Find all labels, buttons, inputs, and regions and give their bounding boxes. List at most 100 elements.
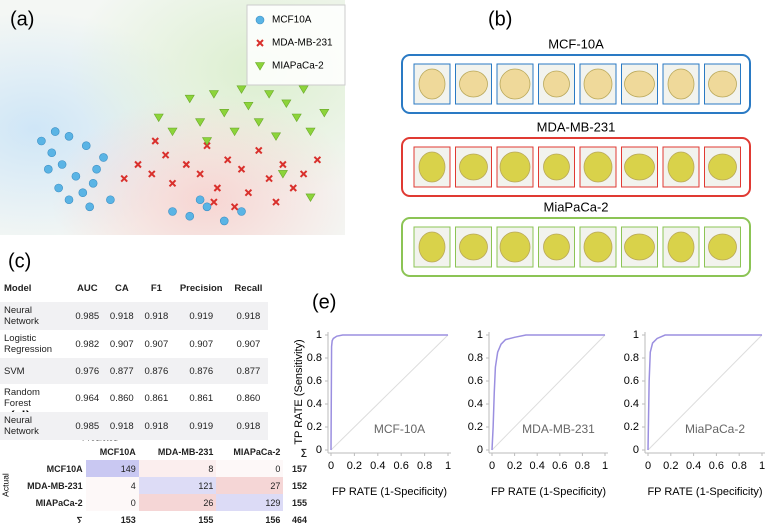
table-cell: 0.985 <box>75 310 100 322</box>
cell <box>624 70 655 98</box>
x-tick-label: 0.4 <box>370 460 385 472</box>
column-header: MCF10A <box>99 446 136 457</box>
table-row: Neural Network 0.985 0.918 0.918 0.919 0.918 <box>0 412 268 440</box>
matrix-cell: 157 <box>291 463 307 474</box>
point <box>210 198 218 206</box>
point <box>88 179 98 188</box>
matrix-cell: 121 <box>138 477 217 494</box>
matrix-cell: 4 <box>85 477 139 494</box>
y-tick-label: 1 <box>633 329 639 341</box>
y-tick-label: 0.8 <box>307 352 322 364</box>
cell <box>499 68 531 100</box>
table-cell: 0.919 <box>189 310 214 322</box>
point <box>151 137 159 145</box>
table-cell: 0.985 <box>75 420 100 432</box>
table-cell: SVM <box>4 365 25 377</box>
table-cell: 0.918 <box>236 420 261 432</box>
cell <box>583 151 613 183</box>
column-header: Model <box>4 282 32 294</box>
y-tick-label: 0.2 <box>624 421 639 433</box>
legend-marker <box>254 62 266 71</box>
roc-curve <box>330 334 448 451</box>
point <box>253 118 264 127</box>
x-tick-label: 0.2 <box>507 460 522 472</box>
point <box>47 148 57 158</box>
cell <box>418 68 446 100</box>
matrix-row: MCF10A 149 8 0 157 <box>8 460 310 477</box>
point <box>81 141 91 150</box>
x-axis-title: FP RATE (1-Specificity) <box>491 486 606 498</box>
point <box>237 165 246 173</box>
x-tick-label: 0.4 <box>686 460 701 472</box>
y-tick-label: 1 <box>477 329 483 341</box>
y-tick-label: 0.8 <box>468 352 483 364</box>
point <box>168 207 177 216</box>
point <box>255 146 263 155</box>
point <box>184 94 195 104</box>
matrix-cell: 0 <box>85 494 139 511</box>
column-header: F1 <box>150 282 162 294</box>
group-title: MiaPaCa-2 <box>543 199 608 214</box>
matrix-cell: 0 <box>216 460 284 477</box>
point <box>54 183 63 193</box>
table-row: Random Forest 0.964 0.860 0.861 0.861 0.860 <box>0 384 268 412</box>
row-header: MCF10A <box>46 463 83 474</box>
table-cell: 0.976 <box>75 365 100 377</box>
column-header: MIAPaCa-2 <box>233 446 281 457</box>
cell <box>708 70 737 98</box>
point <box>148 170 156 178</box>
x-tick-label: 0.2 <box>347 460 362 472</box>
point <box>168 179 177 188</box>
point <box>213 184 222 192</box>
point <box>289 184 297 192</box>
point <box>223 156 232 164</box>
point <box>272 198 280 206</box>
table-cell: 0.919 <box>189 420 214 432</box>
point <box>270 132 282 141</box>
point <box>236 85 247 94</box>
point <box>167 127 178 137</box>
table-cell: Neural Network <box>4 415 39 437</box>
roc-curve <box>491 334 605 451</box>
roc-curve <box>647 334 762 451</box>
point <box>243 101 254 111</box>
plot-title: MDA-MB-231 <box>522 422 595 436</box>
panel-label: (a) <box>10 8 34 30</box>
table-cell: 0.982 <box>75 338 100 350</box>
row-header: ∑ <box>76 514 83 523</box>
point <box>291 113 302 123</box>
table-row: Neural Network 0.985 0.918 0.918 0.919 0.918 <box>0 302 268 330</box>
x-tick-label: 1 <box>445 460 451 472</box>
y-tick-label: 0 <box>633 444 639 456</box>
y-tick-label: 0.6 <box>468 375 483 387</box>
table-cell: 0.876 <box>144 365 169 377</box>
x-tick-label: 0.8 <box>417 460 432 472</box>
cell <box>667 68 695 100</box>
cell-image-panel: MCF-10A MDA-MB-231 MiaPaCa-2 <box>401 36 751 277</box>
point <box>237 207 246 216</box>
cell <box>459 70 488 98</box>
legend-label: MCF10A <box>272 15 312 26</box>
table-cell: 0.964 <box>75 392 100 404</box>
point <box>71 171 81 181</box>
point <box>305 127 316 137</box>
panel-label: (e) <box>312 291 336 313</box>
x-tick-label: 0.8 <box>732 460 747 472</box>
point <box>92 164 101 174</box>
point <box>299 170 308 178</box>
point <box>153 113 164 123</box>
x-tick-label: 0 <box>328 460 334 472</box>
cell <box>418 151 446 183</box>
point <box>161 151 170 159</box>
x-tick-label: 0.6 <box>552 460 567 472</box>
table-cell: Random Forest <box>4 387 40 409</box>
diagonal <box>330 334 449 451</box>
point <box>99 153 108 162</box>
point <box>265 174 273 183</box>
cell <box>543 233 570 261</box>
cell <box>624 153 655 181</box>
corner-cell <box>8 443 86 460</box>
point <box>319 109 330 118</box>
